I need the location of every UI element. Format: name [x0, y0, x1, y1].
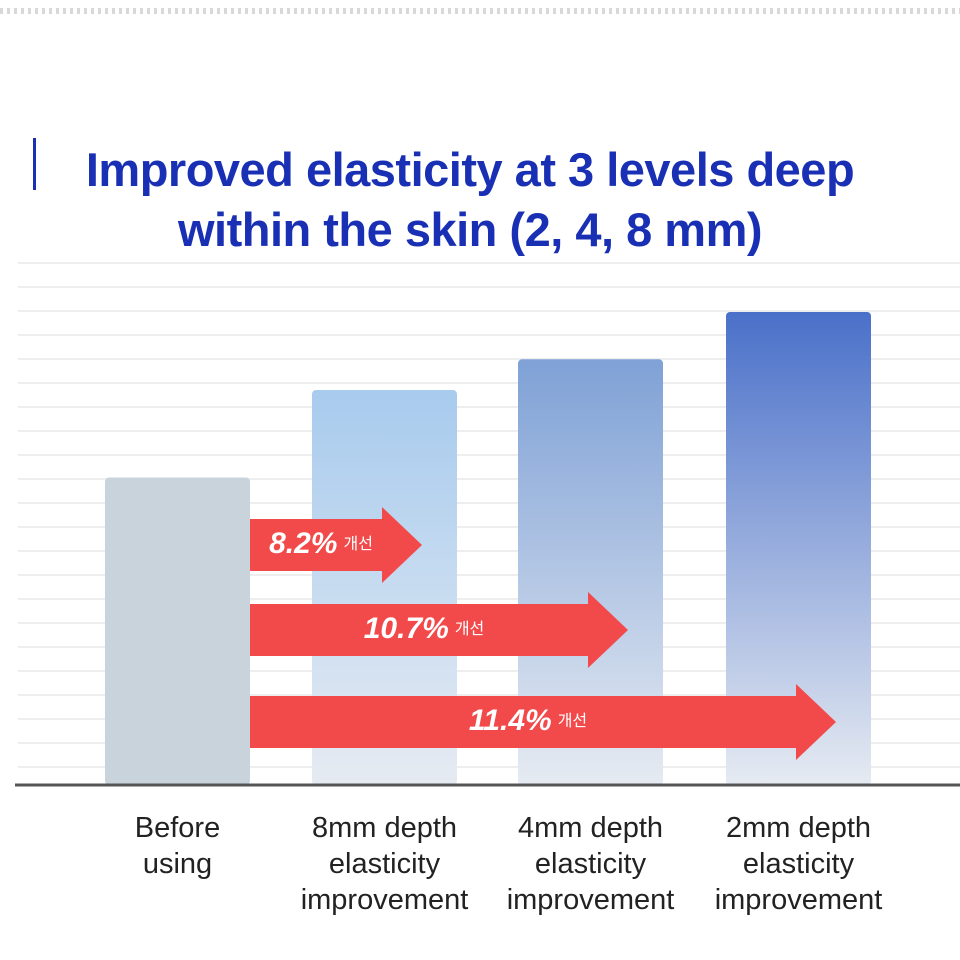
- text-cursor: [33, 138, 36, 190]
- improvement-arrow: [250, 507, 422, 583]
- improvement-text: 개선: [558, 712, 587, 730]
- x-tick-label: 4mm depth elasticity improvement: [506, 812, 675, 916]
- bar: [726, 312, 871, 785]
- title-line: Improved elasticity at 3 levels deep: [85, 143, 855, 196]
- x-tick-label: 2mm depth elasticity improvement: [714, 812, 883, 916]
- arrow-text: 11.4% 개선: [469, 704, 587, 737]
- bar: [518, 359, 663, 785]
- improvement-label: 11.4%: [469, 704, 552, 737]
- bar: [312, 390, 457, 785]
- improvement-arrow: [250, 592, 628, 668]
- chart-title: Improved elasticity at 3 levels deep wit…: [30, 140, 910, 260]
- improvement-label: 8.2%: [269, 527, 337, 560]
- title-line: within the skin (2, 4, 8 mm): [177, 203, 763, 256]
- improvement-text: 개선: [343, 535, 372, 553]
- arrow-text: 8.2% 개선: [269, 527, 373, 560]
- top-border: [0, 8, 960, 14]
- x-tick-label: 8mm depth elasticity improvement: [300, 812, 469, 916]
- improvement-text: 개선: [455, 620, 484, 638]
- improvement-arrow: [250, 684, 836, 760]
- bar: [105, 477, 250, 785]
- improvement-label: 10.7%: [364, 612, 449, 645]
- arrow-text: 10.7% 개선: [364, 612, 485, 645]
- x-tick-label: Before using: [134, 812, 221, 880]
